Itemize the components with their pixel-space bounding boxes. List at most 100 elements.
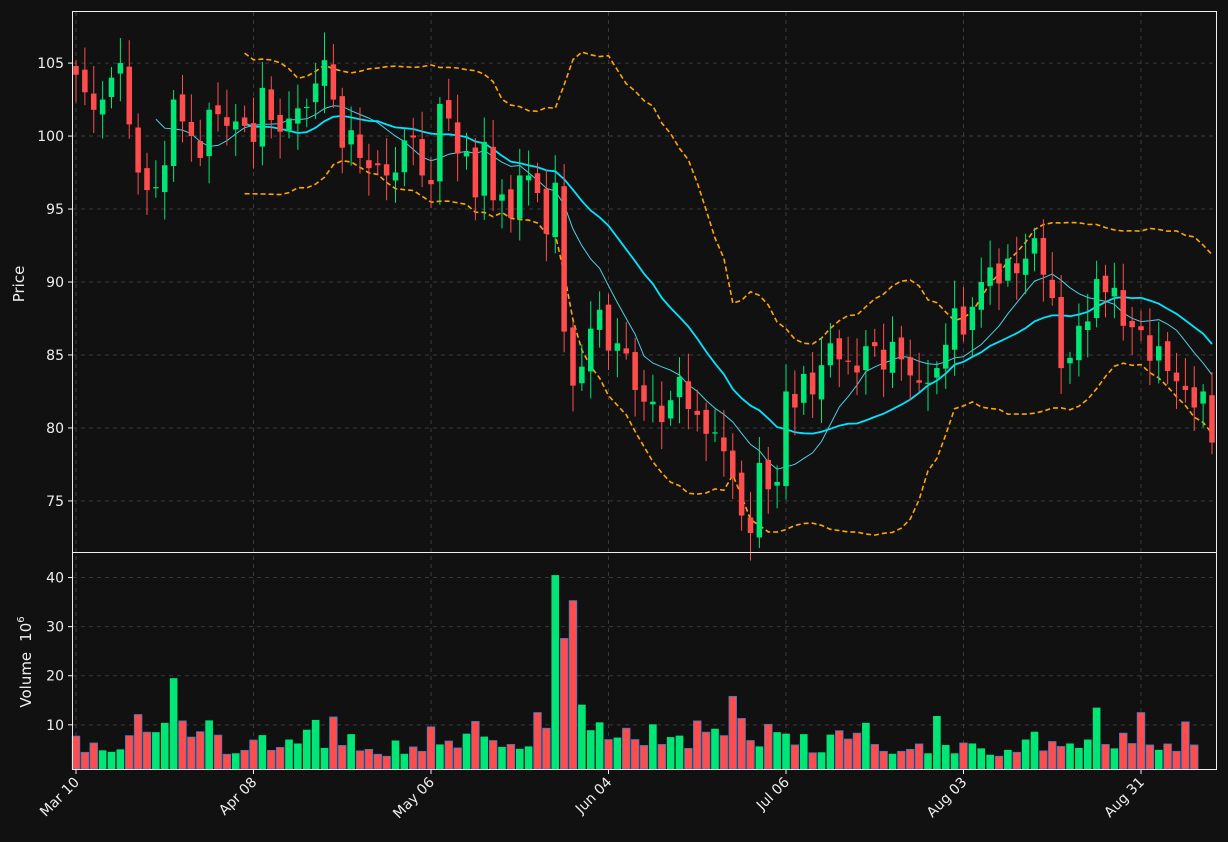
price-axis-ticks: 75 80 85 90 95 100 105 (37, 56, 73, 510)
volume-bar (799, 734, 808, 769)
candle (1076, 303, 1082, 377)
volume-bar (1021, 739, 1030, 769)
candle-body (916, 380, 922, 383)
candle-body (969, 306, 976, 331)
volume-bar (400, 753, 409, 769)
candle (1173, 352, 1180, 409)
candle-body (792, 394, 798, 408)
candle-body (880, 349, 887, 370)
candle (809, 352, 816, 419)
volume-bar (311, 719, 320, 769)
candle (90, 65, 97, 133)
volume-bar (994, 755, 1004, 770)
volume-bar (98, 750, 107, 769)
candle (641, 369, 647, 421)
candle (907, 339, 914, 401)
volume-bar (746, 740, 755, 770)
candle (721, 410, 727, 477)
candle-body (232, 121, 239, 130)
candle-body (747, 517, 754, 534)
candle-body (401, 140, 408, 173)
candle-body (410, 135, 417, 138)
volume-bar (755, 746, 764, 769)
volume-bar (675, 735, 684, 769)
candle-body (153, 187, 159, 189)
candle-body (428, 180, 434, 185)
candle (153, 160, 159, 198)
candle (144, 152, 150, 216)
volume-bar (1110, 748, 1119, 769)
candle (658, 381, 665, 450)
candle-body (454, 122, 461, 154)
candle (623, 321, 630, 360)
candle (978, 257, 985, 328)
candle-body (321, 60, 328, 86)
candle-body (703, 409, 709, 434)
sma-long-line (244, 114, 1213, 435)
candle-body (774, 481, 780, 486)
volume-bar (152, 732, 160, 769)
candle (374, 150, 381, 176)
volume-bar (906, 748, 915, 770)
volume-bar (808, 752, 817, 770)
candles (73, 32, 1215, 561)
candle-body (552, 182, 559, 238)
volume-bar (142, 731, 152, 770)
volume-bar (737, 718, 746, 770)
volume-bar (551, 575, 560, 769)
candle (481, 117, 488, 220)
candle (419, 111, 425, 188)
candle-body (987, 267, 993, 286)
candle (490, 120, 496, 212)
volume-bar (568, 600, 578, 770)
candle (339, 87, 346, 174)
candle (898, 325, 905, 381)
candle-body (1147, 335, 1153, 361)
candle-body (845, 360, 851, 362)
candle (1005, 244, 1011, 287)
volume-bar (133, 714, 143, 770)
candle-body (445, 100, 452, 119)
candle-body (871, 342, 878, 347)
volume-bar (426, 726, 436, 770)
candle-body (286, 118, 292, 132)
candle (126, 40, 133, 139)
candle-body (1076, 325, 1082, 361)
candle-body (889, 341, 896, 373)
candle-body (188, 122, 195, 137)
candle-body (960, 306, 967, 335)
candle (880, 323, 887, 398)
volume-bar (285, 739, 293, 769)
volume-bar (649, 724, 657, 769)
volume-bar (364, 748, 374, 770)
volume-bar (169, 678, 178, 769)
volume-bar (213, 734, 223, 770)
candle (1138, 310, 1144, 342)
candle (596, 291, 603, 348)
volume-bar (107, 751, 116, 769)
volume-bar (986, 754, 994, 769)
volume-bar (222, 753, 232, 770)
volume-bar (933, 715, 941, 769)
candle (996, 248, 1002, 311)
volume-bar (125, 735, 134, 770)
volume-bar (639, 745, 649, 770)
volume-bar (178, 720, 187, 770)
volume-tick-label: 20 (46, 669, 64, 685)
candle-body (836, 338, 843, 360)
candle-body (135, 127, 141, 173)
volume-bar (773, 732, 781, 769)
candle (1013, 236, 1020, 300)
volume-bar (524, 746, 533, 769)
candle (703, 402, 709, 462)
volume-bar (347, 734, 355, 769)
candle-body (898, 337, 905, 360)
volume-bar (1101, 744, 1110, 770)
candle (1191, 366, 1198, 431)
candle (934, 361, 940, 395)
candle-body (1005, 258, 1011, 281)
volume-bar (950, 753, 959, 769)
volume-bar (498, 746, 506, 769)
candle-body (978, 282, 985, 310)
candle (694, 389, 701, 432)
